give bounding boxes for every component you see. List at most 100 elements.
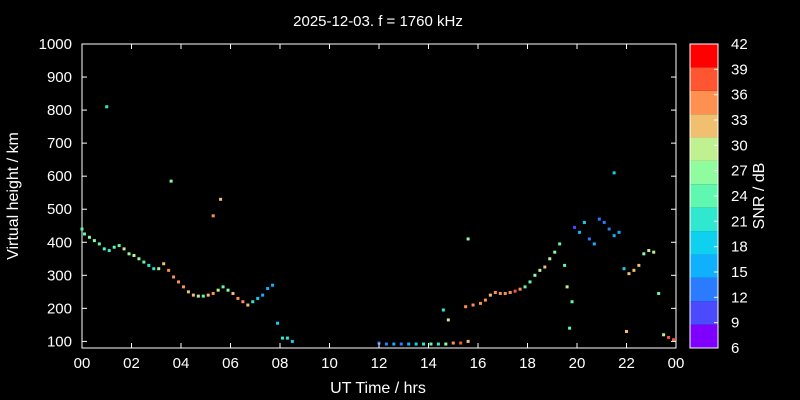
y-tick-label: 1000 bbox=[39, 36, 72, 53]
data-point bbox=[498, 291, 502, 295]
data-point bbox=[142, 260, 146, 264]
colorbar-segment bbox=[690, 231, 718, 255]
data-point bbox=[436, 342, 440, 346]
data-point bbox=[570, 300, 574, 304]
data-point bbox=[97, 242, 101, 246]
colorbar-segment bbox=[690, 254, 718, 278]
data-point bbox=[483, 298, 487, 302]
x-tick-label: 10 bbox=[321, 355, 338, 372]
data-point bbox=[82, 232, 86, 236]
data-point bbox=[657, 291, 661, 295]
data-point bbox=[587, 237, 591, 241]
data-point bbox=[637, 263, 641, 267]
data-point bbox=[246, 303, 250, 307]
data-point bbox=[147, 263, 151, 267]
colorbar-tick-label: 33 bbox=[731, 112, 748, 129]
data-point bbox=[667, 335, 671, 339]
data-point bbox=[399, 342, 403, 346]
colorbar-segment bbox=[690, 207, 718, 232]
data-point bbox=[488, 293, 492, 297]
data-point bbox=[444, 342, 448, 346]
colorbar-segment bbox=[690, 324, 718, 348]
colorbar-segment bbox=[690, 90, 718, 115]
data-point bbox=[211, 214, 215, 218]
data-point bbox=[429, 342, 433, 346]
data-point bbox=[271, 283, 275, 287]
data-point bbox=[632, 268, 636, 272]
data-point bbox=[672, 338, 676, 342]
data-point bbox=[543, 265, 547, 269]
y-tick-label: 200 bbox=[47, 300, 72, 317]
data-point bbox=[573, 225, 577, 229]
data-point bbox=[92, 239, 96, 243]
y-axis: 100 200 300 400 500 600 700 800 900 1000 bbox=[39, 36, 676, 350]
colorbar-tick-label: 18 bbox=[731, 239, 748, 256]
x-tick-label: 06 bbox=[222, 355, 239, 372]
data-point bbox=[87, 235, 91, 239]
data-point bbox=[592, 242, 596, 246]
data-point bbox=[407, 342, 411, 346]
data-point bbox=[157, 267, 161, 271]
colorbar-tick-label: 6 bbox=[731, 340, 739, 357]
data-point bbox=[565, 285, 569, 289]
x-tick-label: 14 bbox=[420, 355, 437, 372]
y-tick-label: 300 bbox=[47, 267, 72, 284]
data-point bbox=[196, 294, 200, 298]
data-point bbox=[451, 341, 455, 345]
data-point bbox=[625, 329, 628, 333]
data-point bbox=[132, 253, 136, 257]
data-point bbox=[553, 250, 557, 254]
data-point bbox=[162, 262, 166, 266]
data-point bbox=[642, 252, 646, 256]
data-point bbox=[533, 273, 537, 277]
data-point bbox=[513, 289, 517, 293]
colorbar-tick-label: 9 bbox=[731, 315, 739, 332]
data-point bbox=[127, 252, 131, 256]
colorbar-tick-label: 39 bbox=[731, 61, 748, 78]
colorbar-tick-label: 24 bbox=[731, 188, 748, 205]
data-point bbox=[384, 342, 388, 346]
x-axis: 00 02 04 06 08 10 12 14 16 18 20 22 00 bbox=[74, 44, 685, 372]
x-tick-label: 20 bbox=[569, 355, 586, 372]
x-tick-label: 00 bbox=[668, 355, 685, 372]
data-point bbox=[261, 293, 265, 297]
data-point bbox=[266, 287, 270, 291]
data-point bbox=[290, 339, 294, 343]
data-point bbox=[523, 285, 527, 289]
data-point bbox=[466, 237, 470, 241]
data-point bbox=[647, 249, 651, 253]
data-point bbox=[597, 217, 601, 221]
data-point bbox=[167, 268, 171, 272]
data-points bbox=[80, 105, 676, 346]
data-point bbox=[226, 288, 230, 292]
data-point bbox=[441, 308, 445, 312]
x-tick-label: 12 bbox=[371, 355, 388, 372]
data-point bbox=[181, 285, 185, 289]
colorbar-tick-label: 15 bbox=[731, 264, 748, 281]
data-point bbox=[122, 247, 126, 251]
y-tick-label: 800 bbox=[47, 102, 72, 119]
data-point bbox=[221, 285, 225, 289]
data-point bbox=[105, 105, 109, 109]
data-point bbox=[117, 244, 121, 248]
y-axis-label: Virtual height / km bbox=[5, 132, 22, 260]
colorbar-label: SNR / dB bbox=[751, 163, 768, 230]
data-point bbox=[216, 288, 220, 292]
data-point bbox=[612, 171, 616, 175]
data-point bbox=[582, 220, 586, 224]
colorbar-tick-label: 12 bbox=[731, 289, 748, 306]
x-tick-label: 00 bbox=[74, 355, 91, 372]
data-point bbox=[508, 290, 512, 294]
colorbar-segment bbox=[690, 277, 718, 302]
data-point bbox=[652, 250, 656, 254]
plot-frame bbox=[81, 43, 677, 349]
data-point bbox=[548, 257, 552, 261]
data-point bbox=[169, 179, 173, 183]
data-point bbox=[459, 341, 463, 345]
colorbar-segment bbox=[690, 67, 718, 91]
data-point bbox=[191, 293, 195, 297]
colorbar-tick-label: 36 bbox=[731, 87, 748, 104]
data-point bbox=[392, 342, 396, 346]
y-tick-label: 500 bbox=[47, 201, 72, 218]
data-point bbox=[201, 294, 205, 298]
